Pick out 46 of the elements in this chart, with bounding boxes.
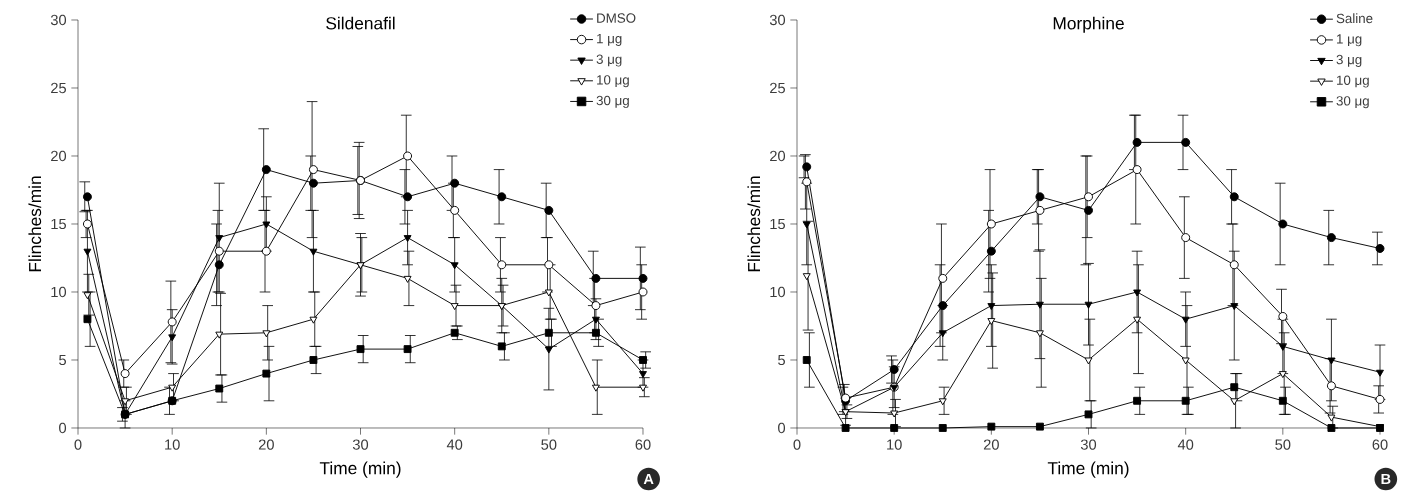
legend-label: 10 μg [597,75,629,88]
y-tick-label: 5 [778,354,785,366]
x-tick-label: 10 [887,439,902,450]
x-tick-label: 60 [1372,439,1388,450]
y-tick-label: 5 [59,354,67,366]
y-tick-label: 30 [50,14,67,26]
legend-label: 1 μg [1337,34,1362,47]
y-tick-label: 0 [59,422,67,434]
y-tick-label: 20 [51,150,67,162]
chart-title: Sildenafil [326,16,395,30]
x-tick-label: 0 [74,439,82,450]
y-tick-label: 15 [770,218,785,230]
x-tick-label: 40 [1177,439,1194,450]
y-tick-label: 30 [769,14,786,26]
legend-label: 3 μg [596,54,622,67]
x-tick-label: 10 [165,439,180,450]
y-axis-title: Flinches/min [747,176,761,272]
x-axis-title: Time (min) [319,461,401,478]
legend-label: 30 μg [596,95,629,108]
x-axis-title: Time (min) [1047,461,1129,478]
x-tick-label: 20 [258,439,274,450]
legend-label: DMSO [597,13,636,23]
x-tick-label: 50 [1275,439,1291,450]
x-tick-label: 0 [793,439,801,450]
x-tick-label: 40 [446,439,463,450]
legend-label: 3 μg [1336,54,1362,67]
legend-label: 30 μg [1336,96,1369,109]
y-tick-label: 10 [51,286,67,298]
y-tick-label: 0 [778,422,786,434]
x-tick-label: 30 [352,439,369,450]
x-tick-label: 30 [1080,439,1097,450]
legend-label: 10 μg [1337,75,1369,88]
y-tick-label: 25 [770,82,785,94]
y-axis-title: Flinches/min [28,176,42,272]
y-tick-label: 10 [770,286,786,298]
x-tick-label: 60 [635,439,651,450]
y-tick-label: 20 [770,150,786,162]
y-tick-label: 25 [51,82,67,94]
x-tick-label: 50 [541,439,557,450]
y-tick-label: 15 [51,218,67,230]
legend-label: Saline [1336,13,1373,24]
text: A [643,473,654,485]
x-tick-label: 20 [983,439,999,450]
legend-label: 1 μg [597,33,622,46]
chart-title: Morphine [1053,16,1124,33]
text: B [1381,473,1391,485]
